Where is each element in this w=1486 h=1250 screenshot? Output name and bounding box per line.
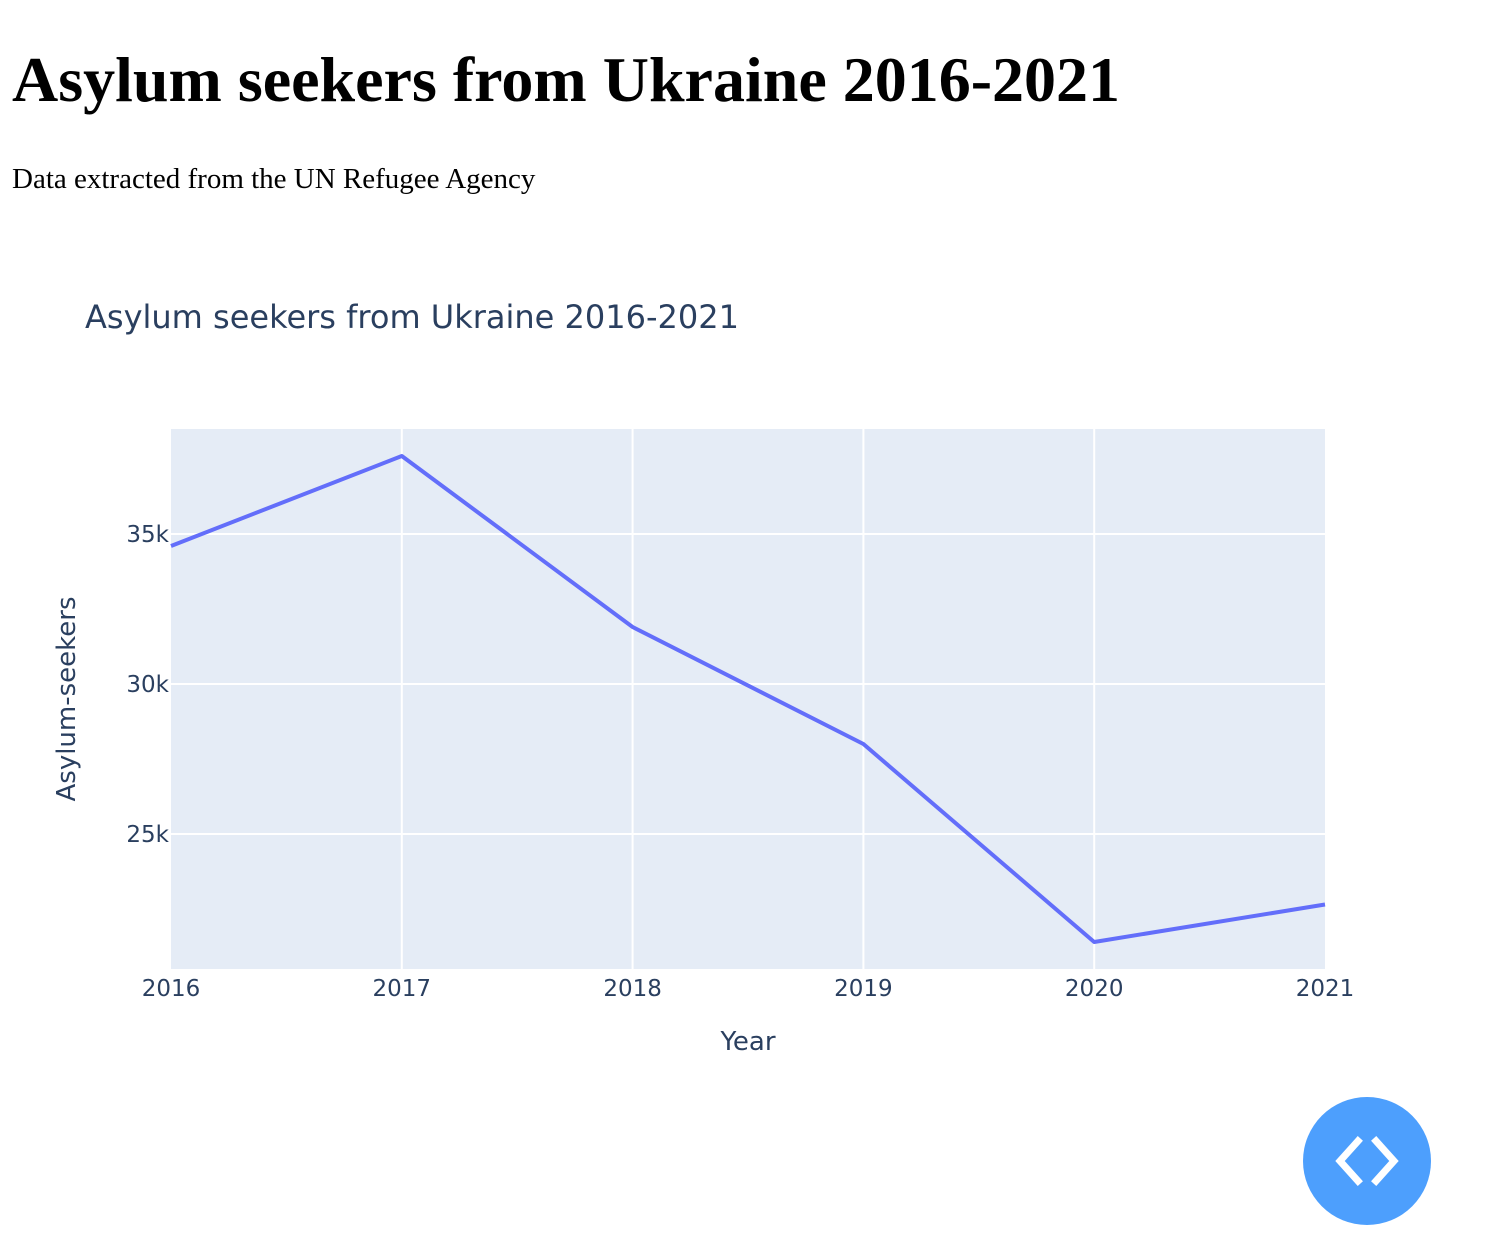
series-layer: [170, 454, 1326, 944]
y-tick-label: 30k: [126, 672, 169, 698]
x-axis-title: Year: [719, 1027, 775, 1057]
code-icon: [1335, 1136, 1399, 1186]
y-tick-label: 25k: [126, 822, 169, 848]
chart-title: Asylum seekers from Ukraine 2016-2021: [85, 298, 739, 336]
x-tick-label: 2016: [142, 976, 201, 1002]
series-line: [170, 454, 1326, 944]
x-tick-label: 2021: [1296, 976, 1355, 1002]
grid-layer: [171, 429, 1325, 969]
plot-area: [171, 429, 1325, 969]
y-axis-title: Asylum-seekers: [52, 596, 82, 801]
x-tick-label: 2020: [1065, 976, 1124, 1002]
tick-layer: 2016 2017 2018 2019 2020 2021 25k 30k 35k: [126, 522, 1354, 1002]
y-tick-label: 35k: [126, 522, 169, 548]
code-toggle-button[interactable]: [1303, 1097, 1431, 1225]
line-chart: Asylum seekers from Ukraine 2016-2021 20…: [52, 298, 1354, 1057]
page-subtitle: Data extracted from the UN Refugee Agenc…: [12, 163, 536, 195]
x-tick-label: 2019: [834, 976, 893, 1002]
x-tick-label: 2017: [373, 976, 432, 1002]
page-title: Asylum seekers from Ukraine 2016-2021: [12, 44, 1121, 115]
x-tick-label: 2018: [603, 976, 662, 1002]
